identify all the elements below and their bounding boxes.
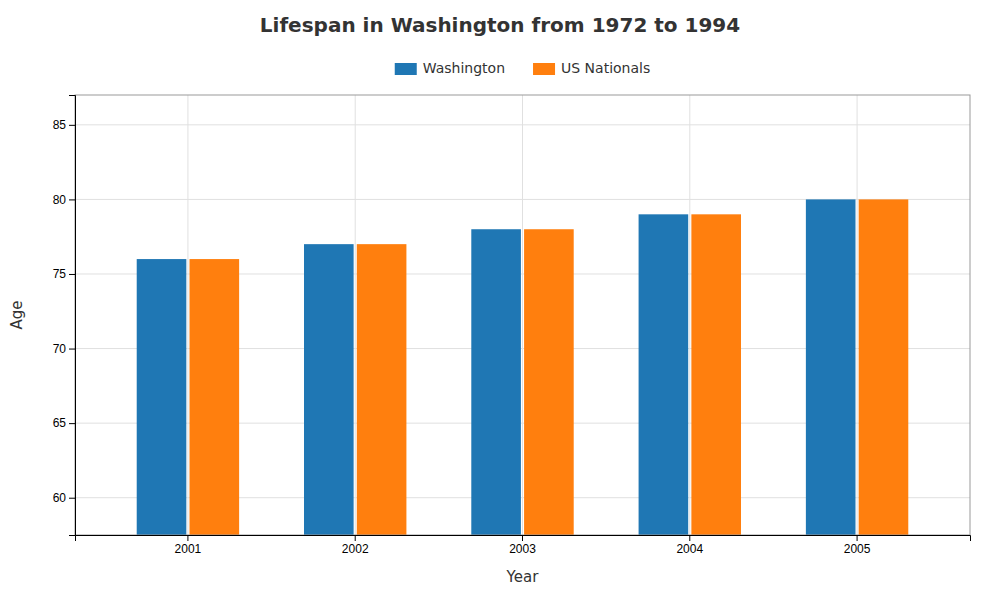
legend-label: Washington: [423, 60, 505, 76]
tick-mark: [69, 423, 75, 424]
bar: [471, 229, 521, 535]
x-tick: 2001: [175, 535, 202, 556]
y-tick: 85: [53, 118, 75, 132]
bar: [859, 199, 909, 535]
bar: [357, 244, 407, 535]
legend: Washington US Nationals: [395, 60, 651, 76]
bar-series: [190, 199, 909, 535]
tick-label: 2004: [676, 542, 703, 556]
y-tick: 60: [53, 491, 75, 505]
bar-series: [137, 199, 856, 535]
tick-mark: [69, 199, 75, 200]
tick-mark: [69, 349, 75, 350]
y-tick: 70: [53, 342, 75, 356]
x-tick: 2005: [844, 535, 871, 556]
tick-label: 2005: [844, 542, 871, 556]
legend-label: US Nationals: [561, 60, 650, 76]
y-axis: 60 65 70 75 80 85: [53, 96, 76, 536]
grid-line: [355, 95, 356, 535]
bar: [304, 244, 354, 535]
tick-label: 2001: [175, 542, 202, 556]
tick-label: 75: [53, 267, 67, 281]
bar: [691, 214, 741, 535]
bar: [639, 214, 689, 535]
legend-item: US Nationals: [533, 60, 650, 76]
tick-label: 2002: [342, 542, 369, 556]
chart: 2001 2002 2003 2004 2005 60 65 70 75 80 85 Lifespan…: [0, 0, 1000, 600]
plot-frame: [75, 95, 970, 535]
tick-mark: [69, 498, 75, 499]
legend-item: Washington: [395, 60, 505, 76]
tick-label: 65: [53, 416, 67, 430]
axis-line: [69, 96, 76, 536]
legend-swatch: [395, 63, 417, 75]
y-axis-title: Age: [8, 300, 26, 329]
grid-line: [689, 95, 690, 535]
tick-mark: [689, 535, 690, 541]
tick-label: 60: [53, 491, 67, 505]
tick-mark: [187, 535, 188, 541]
plot-area: 2001 2002 2003 2004 2005 60 65 70 75 80 85: [53, 95, 971, 556]
tick-mark: [522, 535, 523, 541]
tick-mark: [69, 274, 75, 275]
title: Lifespan in Washington from 1972 to 1994: [260, 13, 740, 37]
tick-label: 2003: [509, 542, 536, 556]
x-axis-title: Year: [506, 568, 540, 586]
grid-line: [522, 95, 523, 535]
legend-swatch: [533, 63, 555, 75]
bar: [190, 259, 240, 535]
grid-line: [857, 95, 858, 535]
y-tick: 80: [53, 193, 75, 207]
x-tick: 2002: [342, 535, 369, 556]
tick-mark: [69, 125, 75, 126]
tick-label: 70: [53, 342, 67, 356]
grid: [75, 95, 970, 535]
bar: [806, 199, 856, 535]
tick-label: 80: [53, 193, 67, 207]
bars: [137, 199, 909, 535]
y-tick: 75: [53, 267, 75, 281]
x-tick: 2003: [509, 535, 536, 556]
grid-line: [187, 95, 188, 535]
tick-mark: [355, 535, 356, 541]
y-tick: 65: [53, 416, 75, 430]
tick-label: 85: [53, 118, 67, 132]
x-tick: 2004: [676, 535, 703, 556]
axis-line: [76, 536, 971, 542]
bar: [524, 229, 574, 535]
bar: [137, 259, 187, 535]
tick-mark: [857, 535, 858, 541]
x-axis: 2001 2002 2003 2004 2005: [76, 535, 971, 556]
